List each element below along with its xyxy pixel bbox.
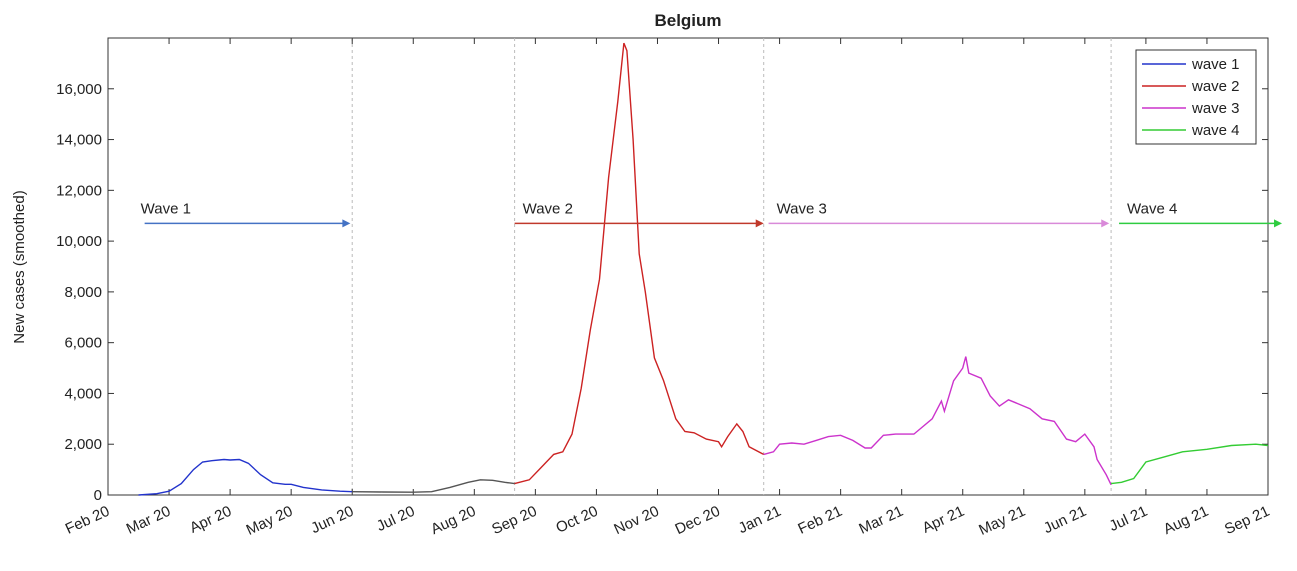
arrow-head — [755, 219, 764, 228]
y-tick-label: 8,000 — [64, 284, 102, 301]
series-line — [514, 42, 765, 485]
x-tick-label: Jul 20 — [374, 503, 417, 535]
legend-label: wave 1 — [1191, 56, 1240, 73]
legend-label: wave 3 — [1191, 100, 1240, 117]
x-tick-label: Feb 20 — [63, 503, 113, 538]
y-tick-label: 2,000 — [64, 436, 102, 453]
series-line — [763, 356, 1112, 486]
legend — [1135, 49, 1257, 145]
annotation: Wave 4 — [1127, 200, 1177, 217]
arrow-head — [1274, 219, 1283, 228]
x-tick-label: Jun 21 — [1041, 503, 1089, 537]
arrow-head — [1101, 219, 1110, 228]
y-tick-label: 0 — [94, 487, 102, 504]
x-tick-label: Jul 21 — [1107, 503, 1150, 535]
annotation: Wave 1 — [141, 200, 191, 217]
y-tick-label: 14,000 — [56, 132, 102, 149]
series-line — [138, 458, 353, 496]
x-tick-label: Oct 20 — [553, 503, 600, 537]
series-line — [1111, 443, 1269, 485]
x-tick-label: Jan 21 — [736, 503, 784, 537]
x-tick-label: Aug 20 — [428, 503, 478, 539]
x-tick-label: Aug 21 — [1161, 503, 1211, 539]
x-tick-label: May 20 — [244, 503, 296, 539]
x-tick-label: Sep 20 — [489, 503, 539, 539]
y-tick-label: 6,000 — [64, 335, 102, 352]
arrow-head — [342, 219, 351, 228]
plot-area — [107, 37, 1269, 496]
x-tick-label: Mar 20 — [124, 503, 173, 538]
series-line — [352, 479, 515, 493]
y-tick-label: 4,000 — [64, 385, 102, 402]
x-tick-label: Feb 21 — [795, 503, 845, 538]
y-axis-label: New cases (smoothed) — [11, 190, 28, 343]
legend-label: wave 2 — [1191, 78, 1240, 95]
x-tick-label: May 21 — [976, 503, 1028, 539]
x-tick-label: Mar 21 — [856, 503, 905, 538]
x-tick-label: Apr 21 — [920, 503, 967, 537]
annotation: Wave 2 — [523, 200, 573, 217]
y-tick-label: 10,000 — [56, 233, 102, 250]
x-tick-label: Nov 20 — [611, 503, 661, 538]
x-tick-label: Apr 20 — [187, 503, 234, 537]
chart-title: Belgium — [654, 11, 721, 30]
legend-label: wave 4 — [1191, 122, 1240, 139]
y-tick-label: 16,000 — [56, 81, 102, 98]
x-tick-label: Dec 20 — [672, 503, 722, 538]
annotation: Wave 3 — [777, 200, 827, 217]
y-tick-label: 12,000 — [56, 182, 102, 199]
x-tick-label: Sep 21 — [1222, 503, 1272, 539]
x-tick-label: Jun 20 — [308, 503, 356, 537]
